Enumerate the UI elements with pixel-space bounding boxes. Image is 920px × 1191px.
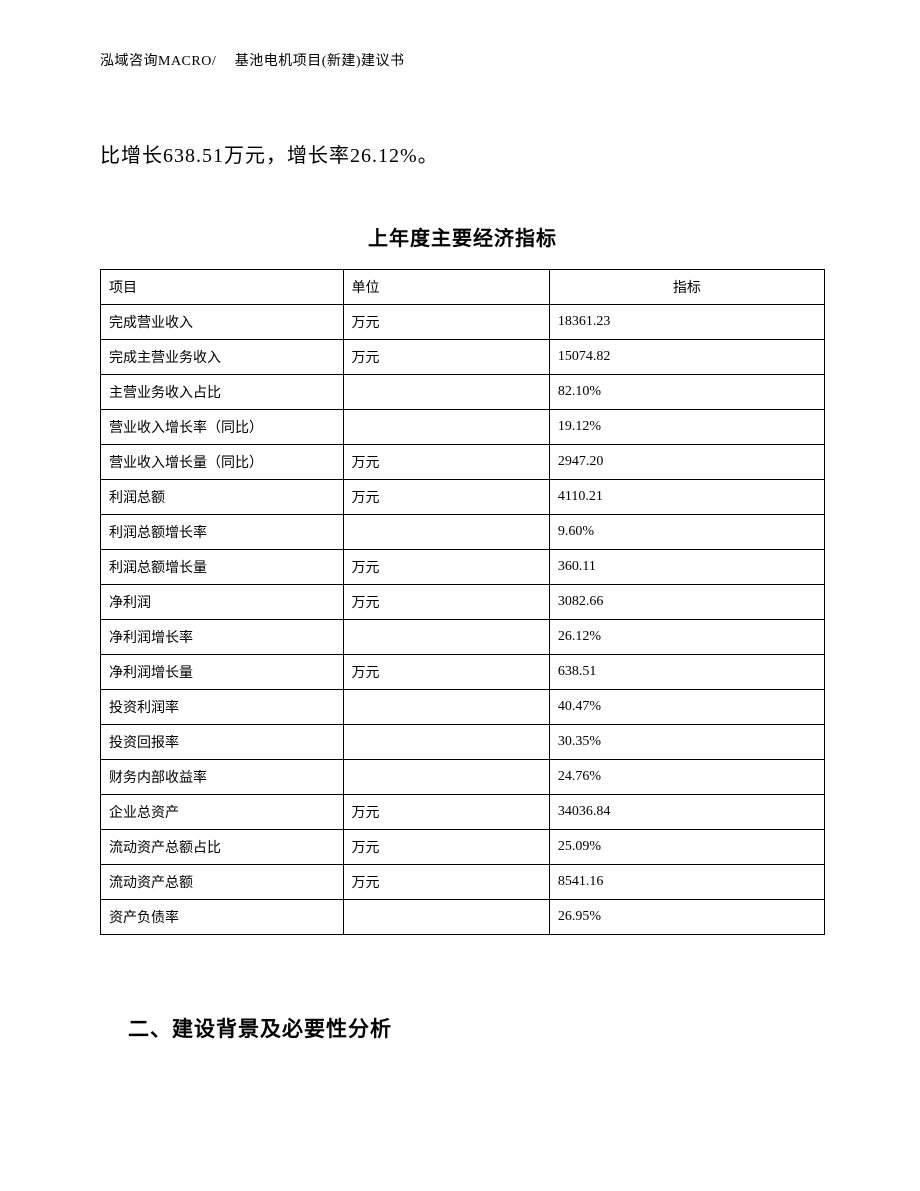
table-cell: 82.10% xyxy=(549,375,824,410)
table-cell: 净利润 xyxy=(101,585,344,620)
table-cell: 24.76% xyxy=(549,760,824,795)
table-row: 营业收入增长量（同比）万元2947.20 xyxy=(101,445,825,480)
page-header: 泓域咨询MACRO/ 基池电机项目(新建)建议书 xyxy=(100,50,825,70)
table-row: 投资回报率 30.35% xyxy=(101,725,825,760)
table-cell: 18361.23 xyxy=(549,305,824,340)
table-cell: 30.35% xyxy=(549,725,824,760)
table-cell: 万元 xyxy=(343,340,549,375)
table-title: 上年度主要经济指标 xyxy=(100,222,825,251)
table-cell: 万元 xyxy=(343,655,549,690)
table-cell: 15074.82 xyxy=(549,340,824,375)
table-cell: 40.47% xyxy=(549,690,824,725)
table-cell: 9.60% xyxy=(549,515,824,550)
table-cell: 净利润增长量 xyxy=(101,655,344,690)
table-cell: 万元 xyxy=(343,830,549,865)
table-row: 财务内部收益率 24.76% xyxy=(101,760,825,795)
table-row: 利润总额增长量万元360.11 xyxy=(101,550,825,585)
table-cell: 投资利润率 xyxy=(101,690,344,725)
table-cell xyxy=(343,725,549,760)
table-cell: 万元 xyxy=(343,445,549,480)
table-row: 企业总资产万元34036.84 xyxy=(101,795,825,830)
table-cell: 营业收入增长率（同比） xyxy=(101,410,344,445)
column-header-project: 项目 xyxy=(101,270,344,305)
table-row: 净利润万元3082.66 xyxy=(101,585,825,620)
table-cell: 投资回报率 xyxy=(101,725,344,760)
table-cell: 360.11 xyxy=(549,550,824,585)
table-row: 流动资产总额占比万元25.09% xyxy=(101,830,825,865)
table-cell: 万元 xyxy=(343,865,549,900)
table-cell xyxy=(343,900,549,935)
section-heading: 二、建设背景及必要性分析 xyxy=(100,1013,825,1043)
table-cell: 利润总额增长率 xyxy=(101,515,344,550)
table-cell xyxy=(343,375,549,410)
table-cell: 企业总资产 xyxy=(101,795,344,830)
intro-paragraph: 比增长638.51万元，增长率26.12%。 xyxy=(100,138,825,174)
table-cell: 资产负债率 xyxy=(101,900,344,935)
table-cell: 财务内部收益率 xyxy=(101,760,344,795)
table-cell: 34036.84 xyxy=(549,795,824,830)
table-cell: 万元 xyxy=(343,480,549,515)
table-row: 营业收入增长率（同比） 19.12% xyxy=(101,410,825,445)
table-cell: 万元 xyxy=(343,305,549,340)
table-row: 投资利润率 40.47% xyxy=(101,690,825,725)
table-row: 完成营业收入万元18361.23 xyxy=(101,305,825,340)
table-cell: 26.95% xyxy=(549,900,824,935)
column-header-value: 指标 xyxy=(549,270,824,305)
table-cell: 利润总额 xyxy=(101,480,344,515)
table-cell: 万元 xyxy=(343,550,549,585)
table-cell xyxy=(343,620,549,655)
table-cell xyxy=(343,760,549,795)
table-row: 利润总额万元4110.21 xyxy=(101,480,825,515)
table-cell: 主营业务收入占比 xyxy=(101,375,344,410)
table-cell: 2947.20 xyxy=(549,445,824,480)
column-header-unit: 单位 xyxy=(343,270,549,305)
table-row: 主营业务收入占比 82.10% xyxy=(101,375,825,410)
table-cell: 26.12% xyxy=(549,620,824,655)
table-cell: 4110.21 xyxy=(549,480,824,515)
table-cell: 25.09% xyxy=(549,830,824,865)
table-cell: 营业收入增长量（同比） xyxy=(101,445,344,480)
economic-indicators-table: 项目 单位 指标 完成营业收入万元18361.23完成主营业务收入万元15074… xyxy=(100,269,825,935)
table-header-row: 项目 单位 指标 xyxy=(101,270,825,305)
table-cell: 638.51 xyxy=(549,655,824,690)
table-cell: 完成营业收入 xyxy=(101,305,344,340)
table-cell: 19.12% xyxy=(549,410,824,445)
table-cell: 净利润增长率 xyxy=(101,620,344,655)
table-row: 净利润增长量万元638.51 xyxy=(101,655,825,690)
table-cell xyxy=(343,410,549,445)
table-cell xyxy=(343,690,549,725)
table-row: 利润总额增长率 9.60% xyxy=(101,515,825,550)
table-cell: 完成主营业务收入 xyxy=(101,340,344,375)
table-cell: 流动资产总额 xyxy=(101,865,344,900)
table-cell: 利润总额增长量 xyxy=(101,550,344,585)
table-row: 净利润增长率 26.12% xyxy=(101,620,825,655)
table-row: 完成主营业务收入万元15074.82 xyxy=(101,340,825,375)
table-row: 资产负债率 26.95% xyxy=(101,900,825,935)
table-cell: 3082.66 xyxy=(549,585,824,620)
table-cell: 8541.16 xyxy=(549,865,824,900)
table-cell xyxy=(343,515,549,550)
table-cell: 万元 xyxy=(343,795,549,830)
table-cell: 万元 xyxy=(343,585,549,620)
table-cell: 流动资产总额占比 xyxy=(101,830,344,865)
table-row: 流动资产总额万元8541.16 xyxy=(101,865,825,900)
